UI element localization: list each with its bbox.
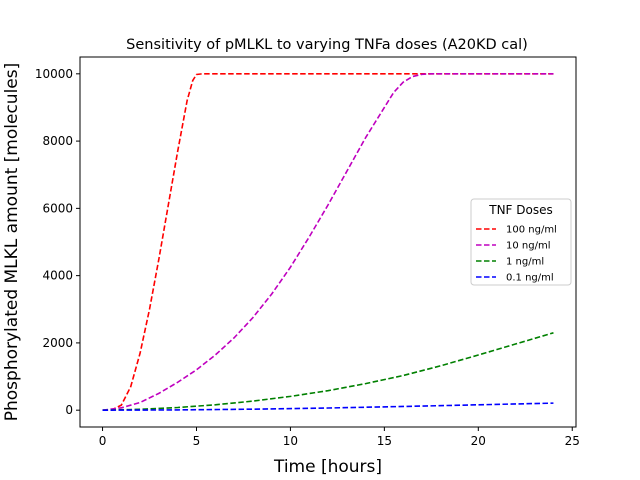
y-tick-label: 0: [65, 403, 73, 417]
legend-label-3: 0.1 ng/ml: [506, 273, 554, 284]
x-tick-label: 20: [471, 434, 486, 448]
legend-label-0: 100 ng/ml: [506, 225, 557, 236]
series-lines: [102, 73, 554, 411]
legend-label-2: 1 ng/ml: [506, 257, 544, 268]
x-tick-label: 5: [193, 434, 201, 448]
legend: TNF Doses 100 ng/ml 10 ng/ml 1 ng/ml 0.1 ng…: [470, 198, 572, 286]
y-tick-label: 2000: [42, 336, 73, 350]
y-tick-label: 8000: [42, 134, 73, 148]
legend-title: TNF Doses: [488, 203, 553, 217]
axis-ticks: 0 5 10 15 20 25 0 2000 4000 6000 8000 10000: [35, 67, 580, 448]
x-tick-label: 10: [283, 434, 298, 448]
y-tick-label: 10000: [35, 67, 73, 81]
y-tick-label: 4000: [42, 269, 73, 283]
x-axis-label: Time [hours]: [273, 457, 382, 477]
x-tick-label: 25: [565, 434, 580, 448]
plot-frame: [79, 56, 577, 428]
x-tick-label: 15: [377, 434, 392, 448]
legend-label-1: 10 ng/ml: [506, 241, 550, 252]
series-line-0: [102, 73, 554, 411]
y-tick-label: 6000: [42, 201, 73, 215]
x-tick-label: 0: [99, 434, 107, 448]
chart-title: Sensitivity of pMLKL to varying TNFa dos…: [126, 37, 528, 53]
series-line-2: [102, 332, 554, 411]
legend-box: [470, 198, 572, 286]
series-line-3: [102, 402, 554, 411]
series-line-1: [102, 73, 554, 411]
y-axis-label: Phosphorylated MLKL amount [molecules]: [2, 63, 22, 422]
